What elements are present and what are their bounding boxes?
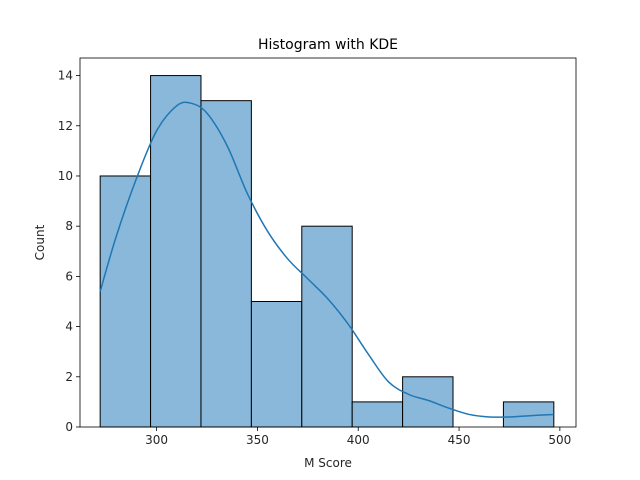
y-tick-label: 2 (65, 370, 73, 384)
x-tick-label: 350 (246, 433, 269, 447)
histogram-bar-3 (250, 300, 303, 428)
y-tick-label: 4 (65, 320, 73, 334)
y-tick-label: 6 (65, 269, 73, 283)
y-tick-label: 14 (58, 69, 73, 83)
histogram-bar-6 (402, 376, 454, 428)
y-tick-label: 0 (65, 420, 73, 434)
kde-line (99, 101, 554, 418)
kde-group (99, 101, 554, 418)
x-tick-label: 400 (347, 433, 370, 447)
y-axis-label: Count (33, 224, 47, 260)
plot-frame (79, 57, 577, 428)
x-tick-label: 300 (145, 433, 168, 447)
x-axis-ticks: 300 350 400 450 500 (145, 427, 571, 447)
chart-title: Histogram with KDE (258, 37, 398, 53)
y-tick-label: 8 (65, 219, 73, 233)
x-axis-label: M Score (304, 456, 352, 470)
histogram-bar-4 (301, 225, 353, 428)
histogram-bar-1 (150, 75, 202, 428)
y-tick-label: 10 (58, 169, 73, 183)
histogram-bar-2 (200, 100, 252, 428)
y-tick-label: 12 (58, 119, 73, 133)
histogram-bar-0 (99, 175, 152, 428)
histogram-bar-5 (351, 401, 404, 428)
y-axis-ticks: 0 2 4 6 8 10 12 14 (58, 69, 80, 434)
x-tick-label: 450 (448, 433, 471, 447)
x-tick-label: 500 (548, 433, 571, 447)
bars-group (99, 75, 555, 428)
